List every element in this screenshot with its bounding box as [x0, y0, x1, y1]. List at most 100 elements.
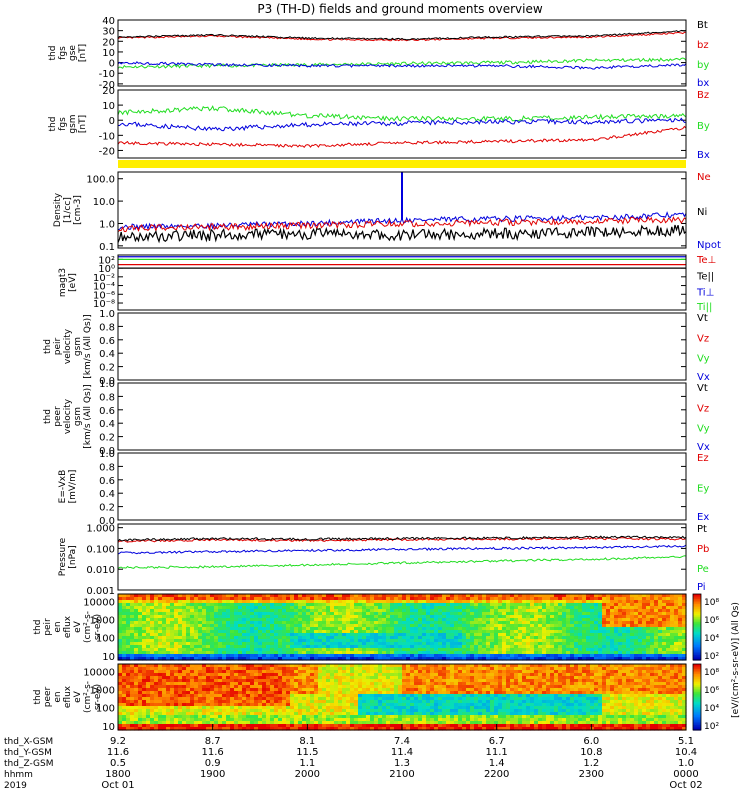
spectrogram-cell — [190, 612, 195, 616]
spectrogram-cell — [674, 594, 679, 598]
spectrogram-cell — [126, 624, 131, 628]
spectrogram-cell — [342, 612, 347, 616]
spectrogram-cell — [134, 724, 139, 728]
spectrogram-cell — [378, 627, 383, 631]
spectrogram-cell — [142, 612, 147, 616]
spectrogram-cell — [118, 651, 123, 655]
spectrogram-cell — [146, 633, 151, 637]
spectrogram-cell — [618, 633, 623, 637]
spectrogram-cell — [218, 676, 223, 680]
spectrogram-cell — [218, 706, 223, 710]
spectrogram-cell — [342, 609, 347, 613]
spectrogram-cell — [390, 727, 395, 731]
spectrogram-cell — [258, 642, 263, 646]
spectrogram-cell — [190, 651, 195, 655]
spectrogram-cell — [546, 642, 551, 646]
spectrogram-cell — [374, 727, 379, 731]
spectrogram-cell — [350, 624, 355, 628]
spectrogram-cell — [350, 676, 355, 680]
spectrogram-cell — [238, 688, 243, 692]
spectrogram-cell — [386, 633, 391, 637]
spectrogram-cell — [642, 657, 647, 661]
spectrogram-cell — [602, 645, 607, 649]
spectrogram-cell — [258, 667, 263, 671]
spectrogram-cell — [118, 667, 123, 671]
spectrogram-cell — [322, 673, 327, 677]
spectrogram-cell — [258, 597, 263, 601]
legend-ex: Ex — [697, 512, 709, 523]
spectrogram-cell — [546, 648, 551, 652]
spectrogram-cell — [346, 676, 351, 680]
spectrogram-cell — [302, 612, 307, 616]
spectrogram-cell — [266, 682, 271, 686]
spectrogram-cell — [130, 676, 135, 680]
spectrogram-cell — [238, 642, 243, 646]
spectrogram-cell — [294, 624, 299, 628]
spectrogram-cell — [682, 642, 687, 646]
spectrogram-cell — [210, 621, 215, 625]
spectrogram-cell — [150, 703, 155, 707]
spectrogram-cell — [674, 606, 679, 610]
spectrogram-cell — [318, 676, 323, 680]
spectrogram-cell — [270, 682, 275, 686]
spectrogram-cell — [294, 706, 299, 710]
spectrogram-cell — [274, 609, 279, 613]
spectrogram-cell — [342, 721, 347, 725]
spectrogram-cell — [358, 691, 363, 695]
spectrogram-cell — [274, 612, 279, 616]
spectrogram-cell — [162, 694, 167, 698]
spectrogram-cell — [314, 630, 319, 634]
spectrogram-cell — [158, 606, 163, 610]
spectrogram-cell — [670, 651, 675, 655]
spectrogram-cell — [406, 703, 411, 707]
spectrogram-cell — [426, 630, 431, 634]
spectrogram-cell — [362, 679, 367, 683]
spectrogram-cell — [322, 609, 327, 613]
spectrogram-cell — [526, 651, 531, 655]
spectrogram-cell — [334, 651, 339, 655]
spectrogram-cell — [198, 648, 203, 652]
spectrogram-cell — [470, 624, 475, 628]
spectrogram-cell — [326, 612, 331, 616]
spectrogram-cell — [534, 594, 539, 598]
spectrogram-cell — [426, 594, 431, 598]
spectrogram-cell — [378, 639, 383, 643]
spectrogram-cell — [602, 594, 607, 598]
spectrogram-cell — [210, 645, 215, 649]
spectrogram-cell — [178, 694, 183, 698]
spectrogram-cell — [302, 718, 307, 722]
spectrogram-cell — [406, 618, 411, 622]
spectrogram-cell — [382, 651, 387, 655]
spectrogram-cell — [442, 651, 447, 655]
spectrogram-cell — [570, 597, 575, 601]
spectrogram-cell — [142, 600, 147, 604]
spectrogram-cell — [354, 679, 359, 683]
spectrogram-cell — [226, 679, 231, 683]
spectrogram-cell — [402, 597, 407, 601]
spectrogram-cell — [190, 618, 195, 622]
spectrogram-cell — [322, 685, 327, 689]
spectrogram-cell — [242, 688, 247, 692]
spectrogram-cell — [326, 709, 331, 713]
spectrogram-cell — [230, 657, 235, 661]
spectrogram-cell — [290, 654, 295, 658]
spectrogram-cell — [570, 651, 575, 655]
spectrogram-cell — [294, 712, 299, 716]
spectrogram-cell — [130, 709, 135, 713]
spectrogram-cell — [342, 618, 347, 622]
spectrogram-cell — [530, 621, 535, 625]
spectrogram-cell — [502, 642, 507, 646]
spectrogram-cell — [186, 682, 191, 686]
spectrogram-cell — [586, 612, 591, 616]
spectrogram-cell — [334, 621, 339, 625]
spectrogram-cell — [502, 630, 507, 634]
spectrogram-cell — [458, 630, 463, 634]
spectrogram-cell — [502, 600, 507, 604]
spectrogram-cell — [206, 612, 211, 616]
spectrogram-cell — [310, 676, 315, 680]
spectrogram-cell — [446, 597, 451, 601]
spectrogram-cell — [262, 612, 267, 616]
spectrogram-cell — [358, 654, 363, 658]
spectrogram-cell — [582, 603, 587, 607]
spectrogram-cell — [334, 688, 339, 692]
